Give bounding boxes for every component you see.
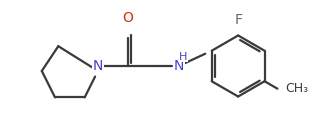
Text: O: O	[122, 11, 133, 25]
Text: CH₃: CH₃	[285, 82, 308, 95]
Text: H: H	[179, 52, 187, 62]
Text: N: N	[173, 59, 184, 73]
Text: N: N	[93, 59, 103, 73]
Text: F: F	[234, 13, 242, 27]
